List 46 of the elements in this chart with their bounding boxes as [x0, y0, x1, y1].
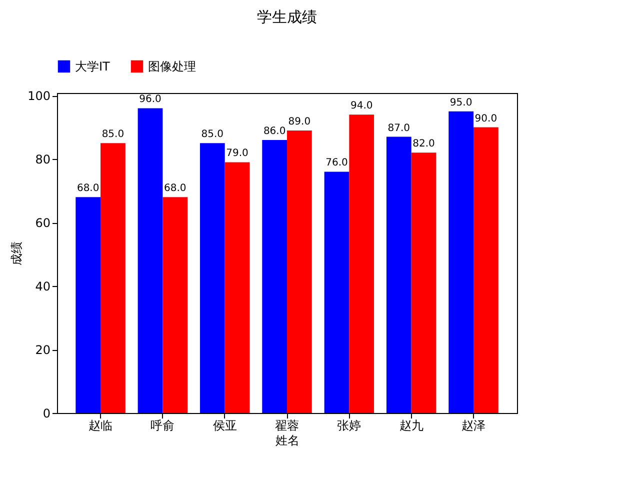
- bar: [287, 130, 312, 413]
- bar: [411, 152, 436, 413]
- bar: [386, 136, 412, 413]
- bar: [262, 140, 287, 413]
- y-tick-label: 20: [35, 343, 50, 358]
- data-label: 68.0: [76, 183, 100, 194]
- y-tick-label: 60: [35, 216, 50, 230]
- data-label: 94.0: [350, 100, 373, 112]
- bar: [138, 108, 163, 413]
- x-tick-label: 赵临: [88, 418, 113, 432]
- x-tick-label: 翟蓉: [275, 418, 299, 432]
- data-label: 86.0: [263, 126, 286, 137]
- x-axis-title: 姓名: [276, 434, 300, 448]
- x-tick-label: 赵泽: [461, 418, 486, 432]
- chart-title: 学生成绩: [257, 8, 317, 26]
- data-label: 96.0: [139, 94, 162, 106]
- bar: [448, 111, 474, 413]
- legend-label: 图像处理: [148, 59, 196, 74]
- data-label: 87.0: [388, 122, 410, 134]
- bar: [224, 162, 250, 413]
- bar: [100, 143, 126, 413]
- data-label: 68.0: [164, 183, 186, 194]
- legend-label: 大学IT: [75, 59, 111, 74]
- y-axis-title: 成绩: [10, 242, 24, 266]
- bar: [162, 197, 188, 413]
- y-tick-label: 0: [42, 406, 50, 420]
- bar: [76, 197, 101, 413]
- x-tick-label: 张婷: [337, 418, 362, 432]
- x-tick-label: 赵九: [399, 418, 424, 432]
- x-tick-label: 呼俞: [150, 418, 175, 432]
- bar: [200, 143, 225, 413]
- data-label: 95.0: [450, 97, 472, 108]
- data-label: 90.0: [474, 113, 498, 124]
- y-tick-label: 80: [35, 152, 50, 167]
- x-tick-label: 侯亚: [212, 418, 237, 432]
- bar: [349, 114, 374, 413]
- data-label: 89.0: [288, 116, 311, 128]
- y-tick-label: 100: [28, 89, 50, 104]
- data-label: 85.0: [201, 129, 224, 140]
- data-label: 85.0: [102, 129, 124, 140]
- data-label: 76.0: [326, 158, 348, 169]
- data-label: 82.0: [412, 138, 435, 150]
- y-tick-label: 40: [35, 280, 50, 294]
- bar: [473, 127, 498, 413]
- data-label: 79.0: [226, 148, 248, 160]
- bar: [324, 172, 350, 413]
